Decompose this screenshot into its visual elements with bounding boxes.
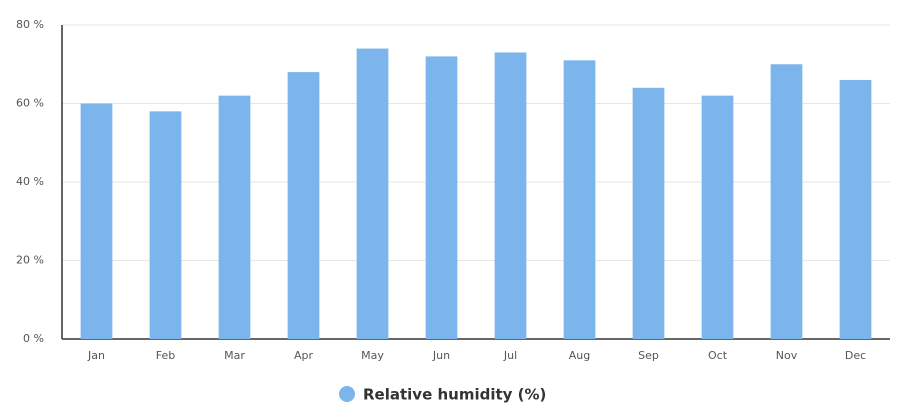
- y-tick-label: 0 %: [23, 332, 44, 345]
- bar: [218, 95, 251, 340]
- legend-marker[interactable]: [339, 386, 355, 402]
- bar: [770, 64, 803, 339]
- bar: [356, 48, 389, 340]
- x-tick-label: Mar: [224, 349, 245, 362]
- bar: [632, 87, 665, 339]
- y-tick-label: 20 %: [16, 254, 44, 267]
- x-tick-label: Oct: [708, 349, 728, 362]
- bar: [80, 103, 113, 339]
- x-tick-label: Apr: [294, 349, 314, 362]
- x-tick-label: May: [361, 349, 384, 362]
- bar: [287, 72, 320, 339]
- bar: [149, 111, 182, 339]
- x-tick-label: Sep: [638, 349, 659, 362]
- x-tick-label: Jun: [432, 349, 450, 362]
- y-tick-label: 80 %: [16, 18, 44, 31]
- x-tick-label: Dec: [845, 349, 866, 362]
- bar: [425, 56, 458, 340]
- bar: [563, 60, 596, 339]
- y-tick-label: 60 %: [16, 97, 44, 110]
- x-tick-label: Feb: [156, 349, 175, 362]
- x-tick-label: Jan: [87, 349, 105, 362]
- legend-label[interactable]: Relative humidity (%): [363, 386, 546, 403]
- x-tick-label: Jul: [503, 349, 517, 362]
- bar: [839, 79, 872, 339]
- x-tick-label: Aug: [569, 349, 590, 362]
- bar: [701, 95, 734, 340]
- bar: [494, 52, 527, 339]
- x-tick-label: Nov: [776, 349, 798, 362]
- y-tick-label: 40 %: [16, 175, 44, 188]
